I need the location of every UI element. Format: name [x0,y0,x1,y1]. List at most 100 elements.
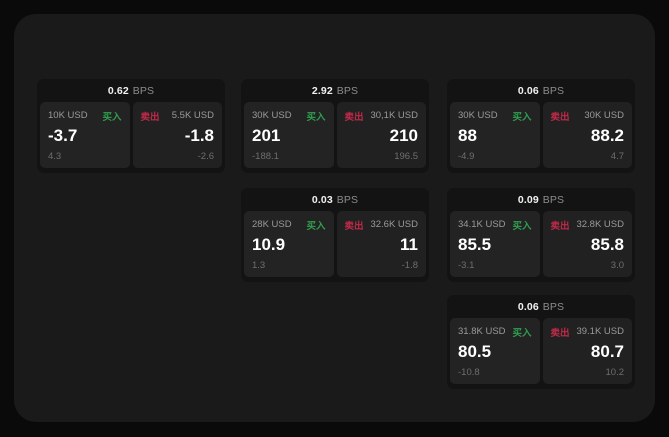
sell-delta: 3.0 [610,260,624,271]
card-header: 0.06 BPS [447,295,635,318]
buy-panel[interactable]: 30K USD 买入 88 -4.9 [450,102,540,168]
card-body: 30K USD 买入 201 -188.1 30,1K USD 卖出 210 196.5 [241,102,429,171]
buy-size-label: 31.8K USD [458,326,506,337]
sell-delta: -2.6 [197,151,214,162]
buy-price: -3.7 [48,126,78,145]
buy-header-row: 34.1K USD 买入 [458,218,532,232]
buy-tag: 买入 [512,327,532,339]
sell-panel[interactable]: 32.6K USD 卖出 11 -1.8 [336,211,426,277]
card-header: 0.03 BPS [241,188,429,211]
sell-price: 85.8 [590,235,624,254]
sell-panel[interactable]: 30K USD 卖出 88.2 4.7 [542,102,632,168]
buy-panel[interactable]: 28K USD 买入 10.9 1.3 [244,211,334,277]
card-body: 10K USD 买入 -3.7 4.3 5.5K USD 卖出 -1.8 -2.6 [37,102,225,171]
buy-tag: 买入 [306,111,326,123]
buy-price: 80.5 [458,342,492,361]
sell-delta: 10.2 [605,367,625,378]
sell-tag: 卖出 [140,111,160,123]
buy-delta: -3.1 [458,260,475,271]
quote-card[interactable]: 0.62 BPS 10K USD 买入 -3.7 4.3 5.5K USD 卖出 -1.8 -2.… [37,79,225,173]
sell-tag: 卖出 [344,111,364,123]
sell-tag: 卖出 [550,327,570,339]
bps-unit-label: BPS [542,300,565,313]
card-header: 0.62 BPS [37,79,225,102]
buy-tag: 买入 [102,111,122,123]
sell-tag: 卖出 [550,111,570,123]
buy-delta: -188.1 [252,151,279,162]
buy-delta: -10.8 [458,367,480,378]
sell-header-row: 32.6K USD 卖出 [344,218,419,232]
buy-header-row: 31.8K USD 买入 [458,325,532,339]
card-body: 34.1K USD 买入 85.5 -3.1 32.8K USD 卖出 85.8 3.0 [447,211,635,280]
card-header: 0.06 BPS [447,79,635,102]
sell-header-row: 32.8K USD 卖出 [550,218,625,232]
sell-tag: 卖出 [550,220,570,232]
buy-panel[interactable]: 30K USD 买入 201 -188.1 [244,102,334,168]
card-body: 28K USD 买入 10.9 1.3 32.6K USD 卖出 11 -1.8 [241,211,429,280]
buy-header-row: 30K USD 买入 [252,109,326,123]
sell-price: -1.8 [184,126,214,145]
sell-delta: 4.7 [610,151,624,162]
card-header: 0.09 BPS [447,188,635,211]
buy-size-label: 10K USD [48,110,88,121]
buy-size-label: 30K USD [252,110,292,121]
buy-size-label: 30K USD [458,110,498,121]
bps-unit-label: BPS [132,84,155,97]
buy-panel[interactable]: 31.8K USD 买入 80.5 -10.8 [450,318,540,384]
buy-tag: 买入 [512,111,532,123]
buy-price: 201 [252,126,281,145]
buy-header-row: 30K USD 买入 [458,109,532,123]
quote-card[interactable]: 0.06 BPS 31.8K USD 买入 80.5 -10.8 39.1K USD 卖出 80… [447,295,635,389]
card-body: 31.8K USD 买入 80.5 -10.8 39.1K USD 卖出 80.7 10.2 [447,318,635,387]
bps-unit-label: BPS [542,193,565,206]
bps-unit-label: BPS [336,84,359,97]
sell-panel[interactable]: 30,1K USD 卖出 210 196.5 [336,102,426,168]
sell-panel[interactable]: 5.5K USD 卖出 -1.8 -2.6 [132,102,222,168]
buy-delta: 1.3 [252,260,266,271]
bps-value: 0.03 [311,193,333,206]
buy-header-row: 28K USD 买入 [252,218,326,232]
sell-size-label: 39.1K USD [576,326,624,337]
bps-unit-label: BPS [542,84,565,97]
sell-price: 11 [400,235,418,254]
quote-card[interactable]: 0.06 BPS 30K USD 买入 88 -4.9 30K USD 卖出 88.2 4.7 [447,79,635,173]
sell-price: 210 [389,126,418,145]
sell-price: 80.7 [590,342,624,361]
bps-value: 0.06 [517,300,539,313]
buy-tag: 买入 [512,220,532,232]
sell-size-label: 30,1K USD [370,110,418,121]
buy-size-label: 34.1K USD [458,219,506,230]
sell-header-row: 30K USD 卖出 [550,109,625,123]
sell-header-row: 5.5K USD 卖出 [140,109,215,123]
sell-panel[interactable]: 32.8K USD 卖出 85.8 3.0 [542,211,632,277]
sell-delta: 196.5 [394,151,418,162]
card-header: 2.92 BPS [241,79,429,102]
bps-value: 2.92 [311,84,333,97]
quote-card[interactable]: 2.92 BPS 30K USD 买入 201 -188.1 30,1K USD 卖出 210 1… [241,79,429,173]
sell-price: 88.2 [590,126,624,145]
sell-size-label: 32.6K USD [370,219,418,230]
buy-size-label: 28K USD [252,219,292,230]
buy-delta: -4.9 [458,151,475,162]
sell-header-row: 30,1K USD 卖出 [344,109,419,123]
buy-header-row: 10K USD 买入 [48,109,122,123]
sell-delta: -1.8 [401,260,418,271]
sell-header-row: 39.1K USD 卖出 [550,325,625,339]
quote-card[interactable]: 0.09 BPS 34.1K USD 买入 85.5 -3.1 32.8K USD 卖出 85.… [447,188,635,282]
bps-value: 0.06 [517,84,539,97]
buy-panel[interactable]: 10K USD 买入 -3.7 4.3 [40,102,130,168]
sell-size-label: 5.5K USD [171,110,214,121]
buy-price: 10.9 [252,235,286,254]
card-body: 30K USD 买入 88 -4.9 30K USD 卖出 88.2 4.7 [447,102,635,171]
quote-card[interactable]: 0.03 BPS 28K USD 买入 10.9 1.3 32.6K USD 卖出 11 -1.8 [241,188,429,282]
buy-delta: 4.3 [48,151,62,162]
sell-tag: 卖出 [344,220,364,232]
sell-size-label: 30K USD [584,110,624,121]
sell-panel[interactable]: 39.1K USD 卖出 80.7 10.2 [542,318,632,384]
bps-unit-label: BPS [336,193,359,206]
buy-panel[interactable]: 34.1K USD 买入 85.5 -3.1 [450,211,540,277]
sell-size-label: 32.8K USD [576,219,624,230]
buy-price: 88 [458,126,477,145]
